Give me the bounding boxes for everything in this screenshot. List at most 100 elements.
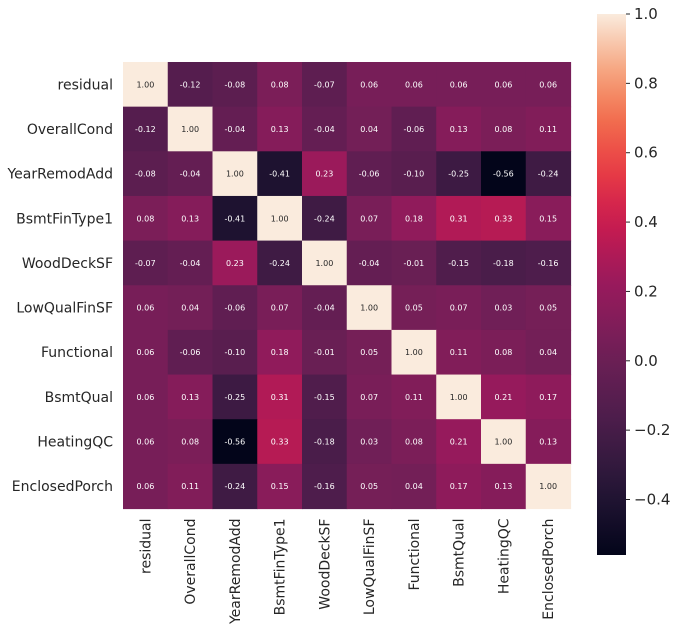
- cell-value-label: -0.15: [314, 393, 335, 402]
- cell-value-label: 0.11: [405, 393, 423, 402]
- heatmap-cell-8-9: [525, 419, 572, 465]
- cell-value-label: 0.13: [539, 438, 557, 447]
- cell-value-label: -0.16: [538, 259, 559, 268]
- y-tick-label-Functional: Functional: [41, 345, 113, 361]
- heatmap-cell-3-5: [346, 195, 393, 242]
- heatmap-cell-5-2: [212, 285, 258, 331]
- cell-value-label: 0.06: [405, 80, 423, 89]
- cell-value-label: 0.21: [450, 438, 468, 447]
- cell-value-label: -0.01: [314, 348, 335, 357]
- cell-value-label: 0.03: [494, 304, 512, 313]
- cell-value-label: -0.07: [314, 80, 335, 89]
- cell-value-label: -0.06: [359, 170, 380, 179]
- y-tick-label-LowQualFinSF: LowQualFinSF: [16, 301, 113, 317]
- heatmap-cell-9-8: [481, 463, 527, 510]
- x-tick-label-LowQualFinSF: LowQualFinSF: [362, 519, 378, 616]
- heatmap-cell-7-9: [525, 374, 572, 420]
- heatmap-cell-8-4: [302, 419, 348, 465]
- cell-value-label: -0.18: [493, 259, 514, 268]
- heatmap-cell-7-7: [436, 374, 482, 420]
- heatmap-cell-6-0: [123, 329, 169, 376]
- cell-value-label: 0.33: [494, 214, 512, 223]
- heatmap-cell-4-0: [123, 240, 169, 286]
- cell-value-label: -0.12: [180, 80, 201, 89]
- cell-value-label: 0.08: [494, 125, 512, 134]
- heatmap-cell-0-0: [123, 62, 169, 108]
- heatmap-cell-2-4: [302, 151, 348, 197]
- heatmap-cell-8-8: [481, 419, 527, 465]
- heatmap-cell-0-5: [346, 62, 393, 108]
- heatmap-cell-9-7: [436, 463, 482, 510]
- cell-value-label: 1.00: [450, 393, 468, 402]
- cell-value-label: -0.06: [180, 348, 201, 357]
- heatmap-cell-9-1: [167, 463, 214, 510]
- heatmap-cell-3-3: [257, 195, 303, 242]
- cell-value-label: -0.07: [135, 259, 156, 268]
- heatmap-cell-4-1: [167, 240, 214, 286]
- cell-value-label: 0.13: [450, 125, 468, 134]
- heatmap-cell-9-3: [257, 463, 303, 510]
- y-tick-label-residual: residual: [58, 77, 113, 93]
- heatmap-cell-9-6: [391, 463, 437, 510]
- cell-value-label: 1.00: [181, 125, 199, 134]
- cell-value-label: 0.13: [181, 214, 199, 223]
- heatmap-cell-0-2: [212, 62, 258, 108]
- cell-value-label: 1.00: [405, 348, 423, 357]
- cell-value-label: 0.05: [360, 482, 378, 491]
- cell-value-label: -0.04: [314, 304, 335, 313]
- cell-value-label: 1.00: [226, 170, 244, 179]
- heatmap-cell-9-9: [525, 463, 572, 510]
- heatmap-cell-4-7: [436, 240, 482, 286]
- cell-value-label: -0.01: [404, 259, 425, 268]
- heatmap-cell-1-4: [302, 106, 348, 152]
- heatmap-cell-7-8: [481, 374, 527, 420]
- heatmap-cell-9-2: [212, 463, 258, 510]
- heatmap-cell-8-7: [436, 419, 482, 465]
- colorbar-tick-label: −0.4: [634, 491, 670, 509]
- heatmap-cell-3-0: [123, 195, 169, 242]
- x-tick-label-residual: residual: [138, 519, 154, 574]
- x-axis-labels: residual OverallCond YearRemodAdd BsmtFinTy…: [138, 518, 557, 625]
- heatmap-cell-8-5: [346, 419, 393, 465]
- x-tick-label-BsmtQual: BsmtQual: [452, 519, 468, 587]
- cell-value-label: 0.11: [181, 482, 199, 491]
- heatmap-cell-5-1: [167, 285, 214, 331]
- x-tick-label-WoodDeckSF: WoodDeckSF: [317, 519, 333, 610]
- cell-value-label: 0.07: [271, 304, 289, 313]
- heatmap-cell-1-8: [481, 106, 527, 152]
- cell-value-label: 0.04: [181, 304, 199, 313]
- heatmap-cell-2-8: [481, 151, 527, 197]
- heatmap-cell-6-6: [391, 329, 437, 376]
- cell-value-label: 0.18: [271, 348, 289, 357]
- heatmap-cell-4-6: [391, 240, 437, 286]
- cell-value-label: -0.04: [225, 125, 246, 134]
- cell-value-label: -0.25: [448, 170, 469, 179]
- y-tick-label-BsmtFinType1: BsmtFinType1: [16, 211, 113, 227]
- x-tick-label-BsmtFinType1: BsmtFinType1: [273, 519, 289, 616]
- heatmap-cell-8-1: [167, 419, 214, 465]
- colorbar-tick-label: 0.6: [634, 144, 658, 162]
- heatmap-cell-1-2: [212, 106, 258, 152]
- heatmap-cell-3-9: [525, 195, 572, 242]
- cell-value-label: 1.00: [315, 259, 333, 268]
- heatmap-cell-2-2: [212, 151, 258, 197]
- cell-value-label: 0.07: [360, 393, 378, 402]
- cell-value-label: 0.08: [405, 438, 423, 447]
- heatmap-cells: 1.00 -0.12 -0.08 0.08 -0.07 0.06 0.06 0.06 0.06 0…: [123, 62, 572, 510]
- y-tick-label-HeatingQC: HeatingQC: [37, 435, 113, 451]
- cell-value-label: 0.21: [494, 393, 512, 402]
- cell-value-label: -0.25: [225, 393, 246, 402]
- cell-value-label: 0.11: [539, 125, 557, 134]
- cell-value-label: 0.04: [360, 125, 378, 134]
- heatmap-cell-6-2: [212, 329, 258, 376]
- heatmap-cell-0-4: [302, 62, 348, 108]
- heatmap-cell-2-7: [436, 151, 482, 197]
- x-tick-label-HeatingQC: HeatingQC: [496, 518, 512, 594]
- heatmap-cell-9-0: [123, 463, 169, 510]
- cell-value-label: -0.04: [359, 259, 380, 268]
- cell-value-label: -0.04: [180, 259, 201, 268]
- heatmap-cell-5-5: [346, 285, 393, 331]
- cell-value-label: 0.07: [450, 304, 468, 313]
- cell-value-label: -0.04: [314, 125, 335, 134]
- cell-value-label: 0.31: [271, 393, 289, 402]
